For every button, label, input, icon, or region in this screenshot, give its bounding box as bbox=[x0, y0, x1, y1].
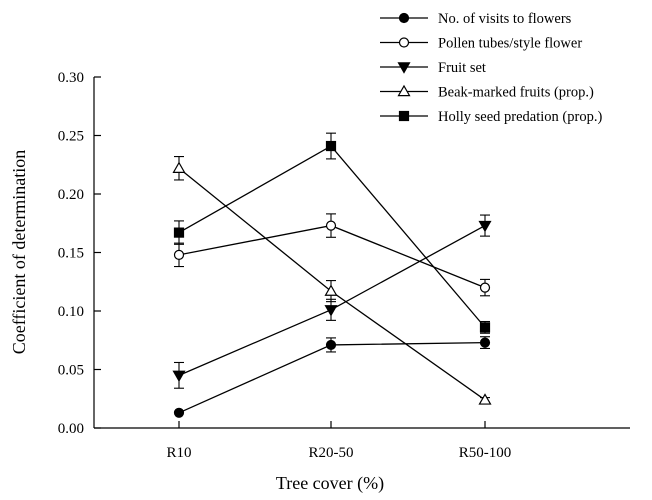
data-point bbox=[173, 227, 185, 238]
data-point bbox=[479, 337, 491, 348]
data-point bbox=[172, 161, 186, 173]
legend-item: Fruit set bbox=[380, 60, 486, 76]
series-line bbox=[178, 341, 486, 414]
series-2 bbox=[172, 214, 492, 389]
series-3 bbox=[172, 156, 492, 405]
axes bbox=[93, 77, 630, 429]
legend-label: No. of visits to flowers bbox=[438, 11, 572, 27]
series-4 bbox=[173, 132, 491, 334]
y-ticks: 0.00 0.05 0.10 0.15 0.20 0.25 0.30 bbox=[58, 70, 101, 437]
data-point bbox=[173, 407, 185, 418]
data-point bbox=[478, 393, 492, 405]
series-0 bbox=[173, 336, 491, 418]
legend-marker bbox=[398, 37, 410, 48]
y-axis-title: Coefficient of determination bbox=[9, 150, 29, 355]
series-line bbox=[178, 225, 486, 376]
legend-item: Holly seed predation (prop.) bbox=[380, 109, 602, 125]
data-point bbox=[325, 220, 337, 231]
legend-marker bbox=[397, 62, 411, 74]
data-point bbox=[325, 140, 337, 152]
series-line bbox=[178, 145, 486, 328]
data-point bbox=[324, 305, 338, 317]
legend-item: Beak-marked fruits (prop.) bbox=[380, 85, 594, 101]
data-point bbox=[324, 284, 338, 296]
legend-label: Beak-marked fruits (prop.) bbox=[438, 85, 594, 101]
data-point bbox=[325, 339, 337, 351]
x-tick-label: R20-50 bbox=[309, 445, 354, 461]
data-point bbox=[479, 322, 491, 333]
legend-marker bbox=[397, 84, 411, 97]
data-point bbox=[479, 282, 491, 293]
data-point bbox=[172, 370, 186, 383]
x-axis-title: Tree cover (%) bbox=[276, 473, 384, 494]
legend-label: Pollen tubes/style flower bbox=[438, 36, 582, 52]
y-tick-label: 0.15 bbox=[58, 246, 84, 262]
legend-label: Holly seed predation (prop.) bbox=[438, 109, 602, 125]
y-tick-label: 0.25 bbox=[58, 129, 84, 145]
x-tick-label: R10 bbox=[166, 445, 191, 461]
y-tick-label: 0.10 bbox=[58, 304, 84, 320]
x-ticks: R10 R20-50 R50-100 bbox=[166, 421, 511, 461]
legend-marker bbox=[398, 12, 410, 24]
series-1 bbox=[173, 213, 491, 297]
y-tick-label: 0.05 bbox=[58, 363, 84, 379]
y-tick-label: 0.20 bbox=[58, 187, 84, 203]
x-tick-label: R50-100 bbox=[459, 445, 512, 461]
series-line bbox=[178, 167, 486, 401]
y-tick-label: 0.30 bbox=[58, 70, 84, 86]
legend-label: Fruit set bbox=[438, 60, 486, 76]
legend-item: No. of visits to flowers bbox=[380, 11, 572, 27]
legend: No. of visits to flowers Pollen tubes/sty… bbox=[380, 11, 602, 125]
data-point bbox=[478, 220, 492, 233]
legend-marker bbox=[398, 110, 410, 122]
legend-item: Pollen tubes/style flower bbox=[380, 36, 582, 52]
series-line bbox=[178, 224, 486, 289]
y-tick-label: 0.00 bbox=[58, 421, 84, 437]
series-layer bbox=[172, 132, 492, 418]
data-point bbox=[173, 249, 185, 260]
